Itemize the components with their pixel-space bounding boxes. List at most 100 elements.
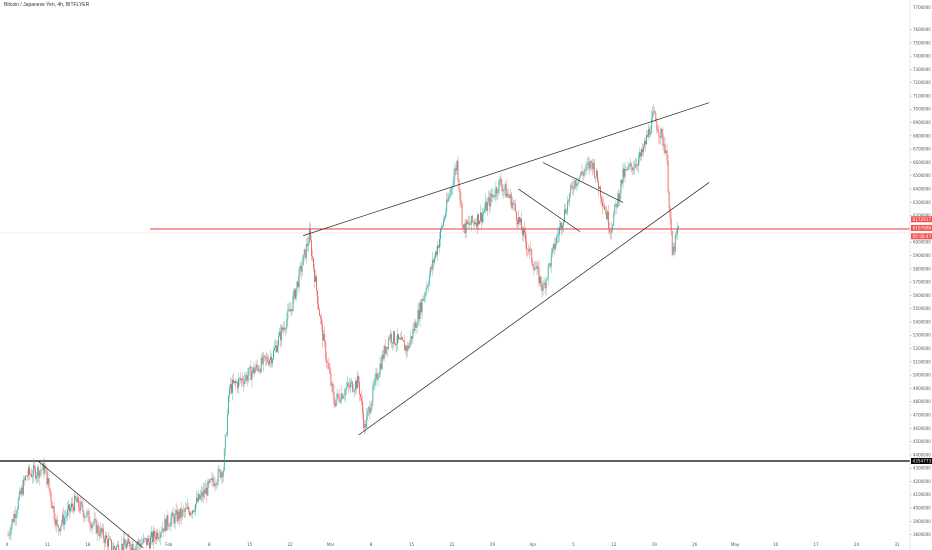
candle-body — [396, 343, 397, 345]
candle — [113, 541, 114, 550]
candle-body — [57, 524, 59, 529]
candle-body — [530, 248, 532, 250]
candle-body — [666, 150, 668, 161]
candle-body — [378, 374, 380, 378]
candle — [528, 243, 530, 256]
candle — [320, 313, 322, 325]
candle-body — [471, 215, 473, 222]
candle-body — [674, 234, 676, 252]
candle-body — [633, 167, 635, 169]
candle — [480, 204, 481, 224]
candle-body — [307, 243, 309, 246]
price-tag: 6172917 — [911, 216, 932, 223]
candle — [574, 178, 576, 191]
candle — [90, 520, 92, 530]
candle — [30, 470, 31, 477]
candle — [282, 325, 284, 332]
trend-line — [358, 182, 710, 436]
candle-body — [570, 185, 572, 194]
candle-body — [247, 375, 249, 381]
candle-body — [567, 200, 569, 213]
candle — [125, 539, 127, 549]
candle-body — [384, 345, 386, 354]
candle — [294, 288, 296, 300]
candle-body — [353, 391, 354, 392]
candle-body — [246, 374, 248, 381]
candle-body — [587, 162, 589, 165]
candle-body — [18, 491, 20, 499]
candle — [150, 531, 151, 550]
candle-body — [532, 261, 534, 266]
candle — [123, 531, 125, 550]
candle — [601, 195, 602, 207]
candle-body — [492, 194, 494, 197]
candle-body — [600, 186, 601, 198]
candle — [435, 250, 436, 260]
candle-body — [589, 160, 591, 169]
candle — [249, 365, 251, 370]
candle — [549, 262, 551, 269]
candle-body — [489, 197, 491, 207]
price-tick-label: 4800000 — [913, 399, 931, 404]
candle — [476, 217, 477, 229]
candle — [512, 199, 514, 211]
candle — [356, 379, 357, 395]
candle-body — [659, 136, 661, 138]
candle-body — [635, 164, 637, 166]
candle-body — [314, 268, 315, 282]
candle — [377, 372, 379, 387]
candle — [31, 468, 32, 478]
candle-body — [473, 221, 475, 225]
candle-body — [346, 383, 348, 388]
candle — [414, 319, 416, 334]
candle — [458, 178, 460, 193]
candle-body — [316, 276, 317, 291]
candle — [55, 516, 57, 533]
candle — [530, 242, 532, 256]
candle-body — [164, 519, 166, 532]
candle-body — [50, 493, 52, 503]
candle — [245, 372, 247, 383]
candle-body — [235, 381, 236, 383]
candle — [222, 467, 224, 483]
candle-body — [287, 310, 289, 320]
candle-body — [60, 523, 62, 527]
candle — [69, 504, 70, 519]
candle-body — [500, 178, 502, 186]
candle — [608, 204, 610, 234]
candle-body — [70, 508, 71, 512]
candle-body — [498, 180, 500, 193]
candle — [463, 223, 465, 234]
candle-body — [223, 449, 225, 471]
candle — [80, 497, 82, 514]
time-tick-label: 17 — [814, 542, 820, 547]
candle-body — [273, 350, 274, 359]
candle — [641, 147, 642, 162]
candle-body — [69, 504, 70, 512]
candle-body — [54, 518, 56, 526]
candle — [536, 260, 538, 275]
candle — [202, 486, 204, 502]
candle-body — [644, 141, 645, 147]
candle-body — [374, 377, 376, 385]
candle — [344, 387, 346, 403]
candle — [485, 194, 487, 214]
candle — [415, 318, 417, 328]
candle — [555, 234, 557, 248]
candle — [22, 475, 24, 497]
candle-body — [531, 249, 533, 262]
candle — [411, 336, 413, 346]
candle — [403, 339, 405, 342]
candle-body — [107, 538, 108, 547]
candle-body — [147, 538, 148, 546]
candle-body — [99, 528, 101, 537]
candle — [338, 389, 340, 404]
candle — [186, 498, 188, 510]
candle — [285, 326, 287, 337]
candle-body — [116, 546, 118, 550]
candle-body — [25, 475, 26, 481]
candle-body — [233, 379, 234, 383]
candle — [611, 221, 613, 240]
candle — [331, 382, 333, 393]
